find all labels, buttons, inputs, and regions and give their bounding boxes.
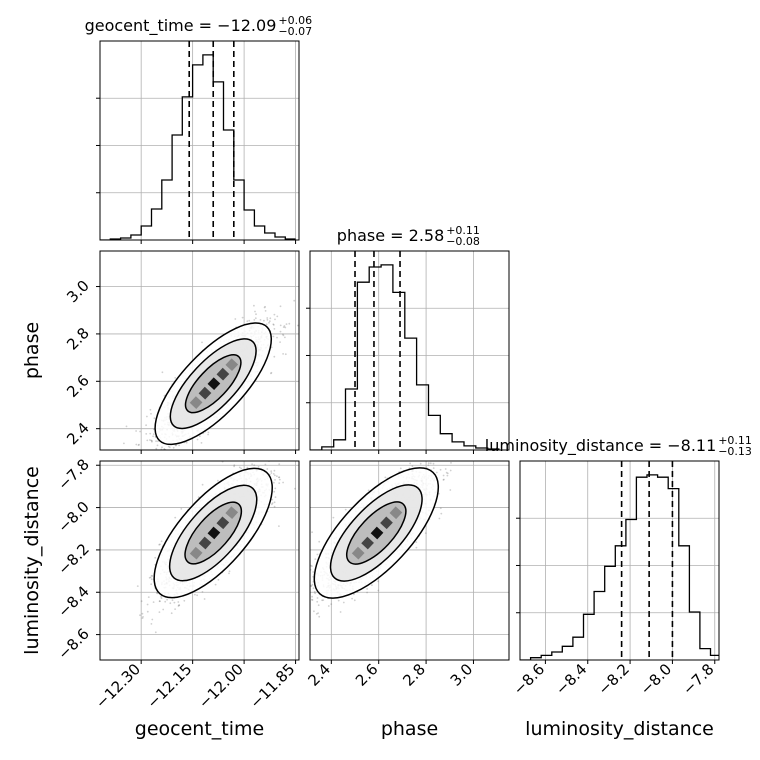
title-err-plus: +0.11 [718, 434, 752, 447]
title-err-plus: +0.06 [278, 14, 312, 27]
xtick-phase-1: 2.6 [352, 660, 382, 690]
panel-frame [99, 40, 300, 241]
density-bin [189, 396, 203, 409]
ytick-luminosity_distance-1: −8.4 [54, 582, 92, 620]
panel-phase-vs-geocent_time [96, 250, 300, 454]
xtick-geocent_time-1: −12.15 [143, 660, 195, 712]
xtick-phase-0: 2.4 [305, 660, 335, 690]
xtick-luminosity_distance-0: −8.6 [510, 660, 548, 698]
title-main: luminosity_distance = −8.11 [485, 436, 716, 456]
xtick-geocent_time-2: −12.00 [195, 660, 247, 712]
xtick-geocent_time-3: −11.85 [246, 660, 298, 712]
axis-labels: geocent_time phase luminosity_distancephas… [21, 322, 714, 740]
density-bin [389, 506, 403, 520]
xtick-phase-2: 2.8 [399, 660, 429, 690]
density-bin [216, 367, 230, 381]
panel-luminosity_distance-vs-luminosity_distance [516, 460, 720, 664]
plot-panels [96, 40, 720, 664]
title-geocent_time: geocent_time = −12.09 +0.06−0.07 [85, 14, 313, 38]
title-main: geocent_time = −12.09 [85, 16, 277, 36]
ytick-luminosity_distance-4: −7.8 [54, 455, 92, 493]
title-err-minus: −0.13 [718, 445, 752, 458]
panel-frame [309, 250, 510, 451]
density-contours [313, 467, 440, 599]
xtick-luminosity_distance-1: −8.4 [552, 660, 590, 698]
ytick-phase-3: 3.0 [63, 277, 93, 307]
xtick-luminosity_distance-3: −8.0 [637, 660, 675, 698]
panel-titles: geocent_time = −12.09 +0.06−0.07 phase = 2… [85, 14, 752, 458]
histogram-phase [310, 264, 500, 450]
panel-frame [99, 250, 300, 451]
density-contours [154, 322, 273, 446]
density-bin [361, 536, 374, 550]
ytick-phase-0: 2.4 [63, 419, 93, 449]
ytick-luminosity_distance-2: −8.2 [54, 540, 92, 578]
density-contours [153, 467, 273, 599]
ytick-luminosity_distance-0: −8.6 [54, 625, 92, 663]
gridlines [520, 461, 719, 660]
title-err-minus: −0.07 [278, 25, 312, 38]
panel-luminosity_distance-vs-geocent_time [96, 460, 300, 664]
density-bin [216, 516, 230, 530]
density-bin [380, 516, 393, 530]
gridlines [100, 41, 299, 240]
histogram-geocent_time [100, 54, 296, 240]
density-bin [198, 536, 212, 550]
panel-luminosity_distance-vs-phase [309, 460, 510, 664]
ylabel-luminosity_distance: luminosity_distance [21, 466, 43, 655]
ylabel-phase: phase [21, 322, 43, 379]
panel-frame [99, 460, 300, 661]
ytick-luminosity_distance-3: −8.0 [54, 498, 92, 536]
density-bin [351, 546, 365, 560]
panel-phase-vs-phase [306, 250, 510, 454]
density-bin [207, 377, 221, 391]
xtick-geocent_time-0: −12.30 [92, 660, 144, 712]
panel-frame [519, 460, 720, 661]
density-bin [207, 526, 221, 540]
title-err-plus: +0.11 [446, 224, 480, 237]
xlabel-geocent_time: geocent_time [135, 718, 264, 740]
density-bin [189, 546, 203, 560]
title-main: phase = 2.58 [337, 226, 444, 245]
density-bin [370, 526, 384, 540]
ytick-phase-2: 2.8 [63, 324, 93, 354]
xlabel-luminosity_distance: luminosity_distance [525, 718, 714, 740]
title-err-minus: −0.08 [446, 235, 480, 248]
title-phase: phase = 2.58 +0.11−0.08 [337, 224, 480, 248]
title-luminosity_distance: luminosity_distance = −8.11 +0.11−0.13 [485, 434, 752, 458]
density-bin [198, 386, 212, 400]
histogram-luminosity_distance [520, 474, 719, 660]
density-bin [225, 358, 239, 372]
xtick-luminosity_distance-4: −7.8 [679, 660, 717, 698]
density-bin [225, 506, 239, 520]
panel-geocent_time-vs-geocent_time [96, 40, 300, 244]
xtick-luminosity_distance-2: −8.2 [594, 660, 632, 698]
ytick-phase-1: 2.6 [63, 371, 93, 401]
gridlines [310, 251, 509, 450]
panel-frame [309, 460, 510, 661]
xtick-phase-3: 3.0 [447, 660, 477, 690]
xlabel-phase: phase [381, 718, 438, 740]
